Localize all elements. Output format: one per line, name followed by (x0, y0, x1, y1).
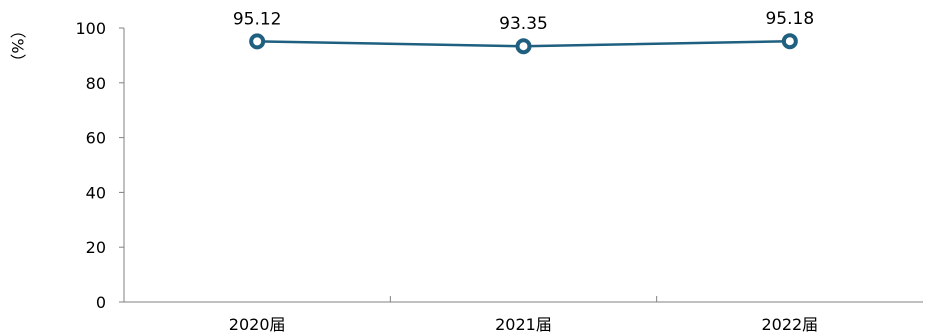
data-label: 93.35 (499, 14, 548, 34)
y-axis-label: （%） (8, 22, 27, 69)
x-tick-label: 2021届 (495, 315, 552, 333)
data-label: 95.18 (765, 9, 814, 29)
axes: 0 20 40 60 80 100 2020届 2021届 2022届 (75, 19, 923, 333)
y-tick-label: 100 (75, 19, 106, 38)
series-line-group: 95.12 93.35 95.18 (233, 9, 814, 55)
y-tick-label: 0 (96, 293, 106, 312)
y-tick-label: 20 (86, 238, 106, 257)
data-point (781, 33, 798, 50)
data-point (249, 33, 266, 50)
y-tick-label: 80 (86, 74, 106, 93)
data-label: 95.12 (233, 9, 282, 29)
y-tick-label: 40 (86, 183, 106, 202)
x-tick-label: 2022届 (761, 315, 818, 333)
x-tick-label: 2020届 (229, 315, 286, 333)
y-tick-label: 60 (86, 129, 106, 148)
data-point (515, 38, 532, 55)
